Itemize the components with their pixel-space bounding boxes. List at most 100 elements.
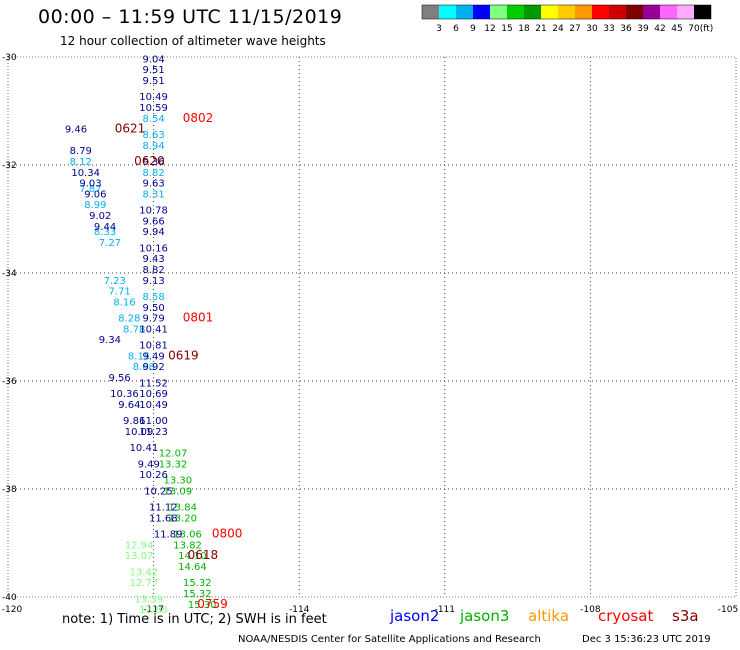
legend-swatch [609,5,626,19]
legend-jason2: jason2 [390,607,440,625]
data-point-s3a-light: 8.31 [142,189,164,200]
legend-tick-label: 18 [518,24,530,34]
legend-tick-label: 21 [535,24,546,34]
pass-time-label: 0619 [168,348,199,362]
data-point-s3a: 10.49 [139,92,168,103]
data-point-s3a: 11.89 [154,530,183,541]
legend-swatch [660,5,677,19]
data-point-s3a: 10.59 [139,103,168,114]
legend-swatch [422,5,439,19]
pass-time-label: 0759 [197,597,228,611]
chart-title: 00:00 – 11:59 UTC 11/15/2019 [38,6,343,28]
data-point-s3a: 10.41 [130,443,159,454]
data-point-s3a: 10.09 [125,427,154,438]
data-point-cryosat: 12.77 [130,578,159,589]
data-point-s3a: 9.06 [84,189,106,200]
credit-text: NOAA/NESDIS Center for Satellite Applica… [238,634,541,645]
data-point-s3a: 10.81 [139,341,168,352]
legend-tick-label: 42 [654,24,665,34]
pass-time-label: 0800 [212,527,243,541]
legend-tick-label: 24 [552,24,564,34]
data-point-s3a: 11.52 [139,378,168,389]
legend-altika: altika [528,607,570,625]
data-point-s3a: 9.79 [142,314,164,325]
legend-swatch [524,5,541,19]
legend-swatch [558,5,575,19]
legend-tick-label: (ft) [700,24,714,34]
data-point-s3a: 9.64 [118,400,140,411]
data-point-s3a: 9.51 [142,76,164,87]
data-point-jason3: 13.06 [173,530,202,541]
data-point-s3a: 11.00 [139,416,168,427]
pass-time-label: 0801 [183,311,214,325]
data-point-jason3: 13.20 [168,513,197,524]
data-point-s3a: 10.69 [139,389,168,400]
data-point-jason2: 8.16 [113,297,135,308]
data-point-s3a: 9.34 [99,335,121,346]
data-point-s3a: 9.50 [142,303,164,314]
data-point-s3a: 9.43 [142,254,164,265]
plot-frame [7,56,737,598]
data-point-s3a: 10.34 [71,168,100,179]
legend-tick-label: 30 [586,24,598,34]
data-point-jason3: 14.64 [178,562,207,573]
pass-time-label: 0802 [183,111,214,125]
data-point-s3a: 8.82 [142,265,164,276]
data-point-s3a: 9.66 [142,216,164,227]
data-point-s3a: 11.68 [149,513,178,524]
legend-tick-label: 36 [620,24,632,34]
data-point-cryosat: 13.39 [134,594,163,605]
data-point-jason2: 8.68 [133,362,155,373]
data-point-jason3: 13.32 [159,459,188,470]
data-point-s3a-light: 8.58 [142,292,164,303]
legend-tick-label: 39 [637,24,649,34]
data-point-jason3: 13.82 [173,540,202,551]
legend-cryosat: cryosat [598,607,654,625]
data-point-jason3: 13.84 [168,503,197,514]
legend-swatch [541,5,558,19]
data-point-jason2: 8.12 [70,157,92,168]
data-point-s3a: 9.56 [108,373,130,384]
data-point-jason2: 8.15 [128,351,150,362]
legend-swatch [575,5,592,19]
data-point-s3a: 11.12 [149,503,178,514]
legend-swatch [643,5,660,19]
data-point-s3a: 9.03 [79,179,101,190]
data-point-s3a: 9.36 [142,157,164,168]
data-point-s3a: 10.78 [139,206,168,217]
data-point-s3a-light: 8.63 [142,130,164,141]
data-point-s3a-light: 8.94 [142,141,164,152]
data-point-s3a: 10.49 [139,400,168,411]
data-point-jason2: 7.87 [79,184,101,195]
legend-swatch [439,5,456,19]
data-point-jason2: 7.71 [108,287,130,298]
data-point-jason2: 7.27 [99,238,121,249]
data-point-jason3: 15.32 [183,578,212,589]
data-point-s3a: 9.13 [142,276,164,287]
credit-timestamp: Dec 3 15:36:23 UTC 2019 [582,634,711,645]
footer-note: note: 1) Time is in UTC; 2) SWH is in fe… [62,612,327,627]
legend-tick-label: 45 [671,24,682,34]
data-point-s3a: 9.02 [89,211,111,222]
y-tick-label: -36 [2,377,17,387]
y-tick-label: -34 [2,269,17,279]
data-point-jason3: 13.09 [164,486,193,497]
data-point-jason2: 8.33 [94,227,116,238]
data-point-jason3: 14.10 [178,551,207,562]
data-point-s3a: 10.41 [139,324,168,335]
x-tick-label: -105 [718,605,738,615]
legend-tick-label: 12 [484,24,495,34]
data-point-s3a: 8.79 [70,146,92,157]
data-point-jason2: 7.23 [104,276,126,287]
legend-swatch [626,5,643,19]
legend-swatch [677,5,694,19]
data-point-s3a: 9.04 [142,54,164,65]
data-point-jason2: 8.78 [123,324,145,335]
data-point-s3a: 9.44 [94,222,116,233]
legend-jason3: jason3 [460,607,510,625]
data-point-s3a-light: 8.82 [142,168,164,179]
data-point-s3a: 10.25 [144,486,173,497]
y-tick-label: -32 [2,161,17,171]
chart-subtitle: 12 hour collection of altimeter wave hei… [60,34,326,48]
